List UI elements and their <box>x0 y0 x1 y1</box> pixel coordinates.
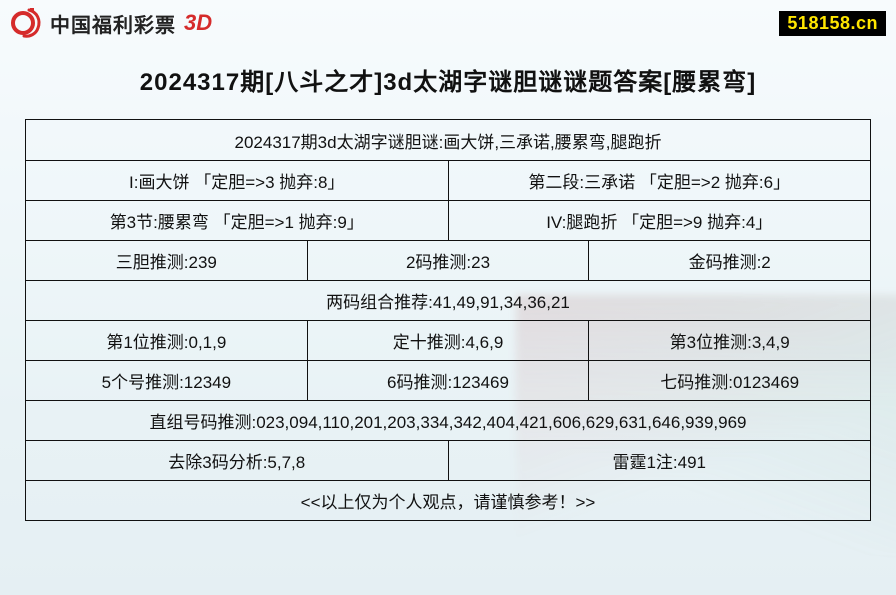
table-row: 第1位推测:0,1,9定十推测:4,6,9第3位推测:3,4,9 <box>26 320 870 360</box>
table-cell: 直组号码推测:023,094,110,201,203,334,342,404,4… <box>26 401 870 440</box>
table-cell: 第3位推测:3,4,9 <box>588 321 870 360</box>
table-row: 2024317期3d太湖字谜胆谜:画大饼,三承诺,腰累弯,腿跑折 <box>26 120 870 160</box>
table-cell: 去除3码分析:5,7,8 <box>26 441 448 480</box>
table-cell: 2码推测:23 <box>307 241 589 280</box>
table-cell: 2024317期3d太湖字谜胆谜:画大饼,三承诺,腰累弯,腿跑折 <box>26 120 870 160</box>
table-cell: I:画大饼 「定胆=>3 抛弃:8」 <box>26 161 448 200</box>
table-row: 5个号推测:123496码推测:123469七码推测:0123469 <box>26 360 870 400</box>
table-cell: 七码推测:0123469 <box>588 361 870 400</box>
table-cell: IV:腿跑折 「定胆=>9 抛弃:4」 <box>448 201 871 240</box>
table-cell: 定十推测:4,6,9 <box>307 321 589 360</box>
table-cell: 第二段:三承诺 「定胆=>2 抛弃:6」 <box>448 161 871 200</box>
table-cell: <<以上仅为个人观点，请谨慎参考！>> <box>26 481 870 520</box>
brand: 中国福利彩票 3D <box>10 6 212 40</box>
top-bar: 中国福利彩票 3D 518158.cn <box>0 0 896 42</box>
table-cell: 金码推测:2 <box>588 241 870 280</box>
table-cell: 雷霆1注:491 <box>448 441 871 480</box>
table-cell: 第3节:腰累弯 「定胆=>1 抛弃:9」 <box>26 201 448 240</box>
site-watermark: 518158.cn <box>779 11 886 36</box>
brand-suffix: 3D <box>184 10 212 36</box>
lottery-logo-icon <box>10 6 44 40</box>
table-cell: 两码组合推荐:41,49,91,34,36,21 <box>26 281 870 320</box>
table-cell: 三胆推测:239 <box>26 241 307 280</box>
table-row: 三胆推测:2392码推测:23金码推测:2 <box>26 240 870 280</box>
data-table: 2024317期3d太湖字谜胆谜:画大饼,三承诺,腰累弯,腿跑折I:画大饼 「定… <box>25 119 871 521</box>
page-title: 2024317期[八斗之才]3d太湖字谜胆谜谜题答案[腰累弯] <box>0 62 896 97</box>
table-row: 两码组合推荐:41,49,91,34,36,21 <box>26 280 870 320</box>
table-row: 直组号码推测:023,094,110,201,203,334,342,404,4… <box>26 400 870 440</box>
table-row: I:画大饼 「定胆=>3 抛弃:8」第二段:三承诺 「定胆=>2 抛弃:6」 <box>26 160 870 200</box>
brand-text: 中国福利彩票 <box>50 9 176 38</box>
table-cell: 第1位推测:0,1,9 <box>26 321 307 360</box>
table-cell: 5个号推测:12349 <box>26 361 307 400</box>
table-row: 去除3码分析:5,7,8雷霆1注:491 <box>26 440 870 480</box>
table-cell: 6码推测:123469 <box>307 361 589 400</box>
table-row: <<以上仅为个人观点，请谨慎参考！>> <box>26 480 870 520</box>
table-row: 第3节:腰累弯 「定胆=>1 抛弃:9」IV:腿跑折 「定胆=>9 抛弃:4」 <box>26 200 870 240</box>
